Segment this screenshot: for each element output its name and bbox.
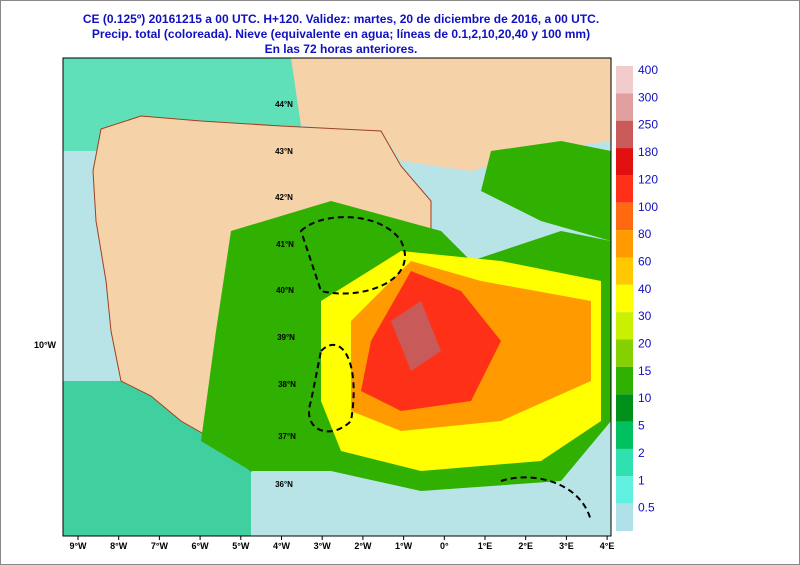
colorbar-swatch xyxy=(616,66,633,94)
colorbar-label: 80 xyxy=(638,227,652,241)
lon-label: 0° xyxy=(440,541,449,551)
title-line: CE (0.125º) 20161215 a 00 UTC. H+120. Va… xyxy=(82,12,600,26)
lon-label: 7°W xyxy=(151,541,169,551)
colorbar-swatch xyxy=(616,339,633,367)
lat-label: 37°N xyxy=(278,432,296,441)
colorbar-label: 300 xyxy=(638,90,658,104)
colorbar-swatch xyxy=(616,175,633,203)
colorbar-label: 20 xyxy=(638,337,652,351)
title-line: Precip. total (coloreada). Nieve (equiva… xyxy=(91,27,591,41)
colorbar-swatch xyxy=(616,394,633,422)
colorbar-label: 60 xyxy=(638,254,652,268)
lon-label: 4°E xyxy=(600,541,615,551)
map-frame xyxy=(62,57,612,537)
lat-label: 36°N xyxy=(275,480,293,489)
lat-label: 38°N xyxy=(278,380,296,389)
colorbar-label: 100 xyxy=(638,200,658,214)
lat-label: 44°N xyxy=(275,100,293,109)
colorbar-swatch xyxy=(616,421,633,449)
colorbar-swatch xyxy=(616,202,633,231)
colorbar-swatch xyxy=(616,476,633,504)
colorbar-swatch xyxy=(616,366,633,395)
colorbar-swatch xyxy=(616,448,633,477)
colorbar-label: 400 xyxy=(638,63,658,77)
lon-label: 3°W xyxy=(314,541,332,551)
lat-label: 40°N xyxy=(276,286,294,295)
colorbar-label: 250 xyxy=(638,118,658,132)
title-line: En las 72 horas anteriores. xyxy=(264,42,418,56)
colorbar-swatch xyxy=(616,93,633,121)
left-label: 10°W xyxy=(34,340,57,350)
colorbar-swatch xyxy=(616,148,633,176)
lon-label: 3°E xyxy=(559,541,574,551)
lat-label: 42°N xyxy=(275,193,293,202)
colorbar-swatch xyxy=(616,120,633,149)
colorbar-label: 120 xyxy=(638,172,658,186)
colorbar-swatch xyxy=(616,312,633,340)
lon-label: 2°E xyxy=(518,541,533,551)
lat-label: 39°N xyxy=(277,333,295,342)
lat-label: 43°N xyxy=(275,147,293,156)
colorbar-label: 30 xyxy=(638,309,652,323)
lon-label: 9°W xyxy=(69,541,87,551)
colorbar-label: 40 xyxy=(638,282,652,296)
lon-label: 6°W xyxy=(192,541,210,551)
colorbar-label: 15 xyxy=(638,364,652,378)
colorbar-label: 10 xyxy=(638,391,652,405)
lon-label: 2°W xyxy=(354,541,372,551)
colorbar-swatch xyxy=(616,257,633,285)
colorbar-swatch xyxy=(616,284,633,313)
lon-label: 8°W xyxy=(110,541,128,551)
colorbar-swatch xyxy=(616,503,633,531)
colorbar-label: 2 xyxy=(638,446,645,460)
colorbar-label: 180 xyxy=(638,145,658,159)
colorbar-label: 1 xyxy=(638,473,645,487)
colorbar-label: 5 xyxy=(638,419,645,433)
lon-label: 4°W xyxy=(273,541,291,551)
lat-label: 41°N xyxy=(276,240,294,249)
lon-label: 5°W xyxy=(232,541,250,551)
lon-label: 1°W xyxy=(395,541,413,551)
colorbar-label: 0.5 xyxy=(638,501,655,515)
lon-label: 1°E xyxy=(478,541,493,551)
map xyxy=(63,58,611,536)
colorbar-swatch xyxy=(616,230,633,258)
